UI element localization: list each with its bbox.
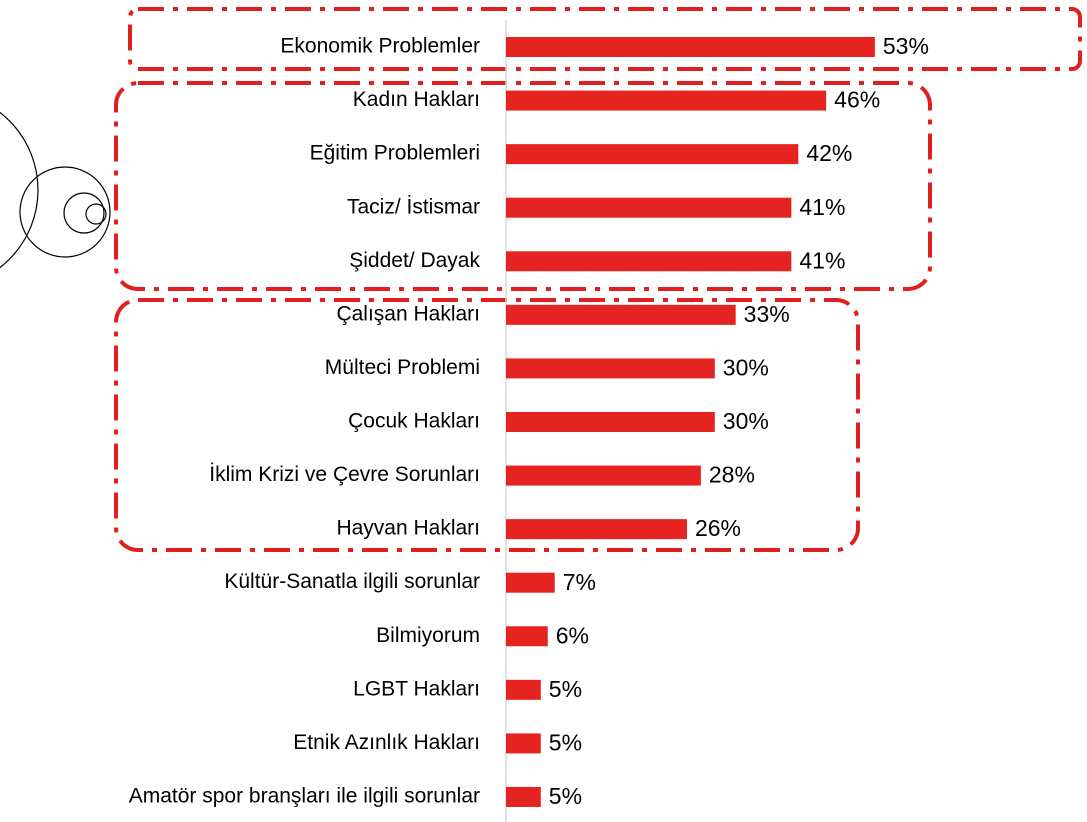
value-label: 26% [695, 515, 741, 541]
y-tick-label: Hayvan Hakları [336, 517, 480, 540]
circle [85, 203, 107, 225]
value-label: 5% [549, 729, 582, 755]
bar [506, 251, 792, 272]
bar [506, 679, 541, 700]
value-label: 53% [883, 33, 929, 59]
y-tick-label: Şiddet/ Dayak [349, 249, 480, 272]
bar [506, 519, 687, 540]
y-tick-label: Eğitim Problemleri [310, 142, 480, 165]
bar [506, 37, 875, 57]
bar [506, 733, 541, 754]
bar [506, 465, 701, 486]
value-label: 30% [723, 408, 769, 434]
circle [63, 192, 105, 234]
bar [506, 197, 792, 218]
y-tick-label: Taciz/ İstismar [347, 195, 480, 218]
y-tick-label: Bilmiyorum [376, 624, 480, 647]
y-tick-label: Kadın Hakları [353, 88, 480, 111]
bar [506, 626, 548, 647]
circle [19, 166, 111, 258]
y-tick-label: İklim Krizi ve Çevre Sorunları [209, 463, 480, 486]
y-tick-label: Çalışan Hakları [336, 302, 480, 325]
value-label: 5% [549, 783, 582, 809]
value-label: 6% [556, 622, 589, 648]
decoration [0, 111, 111, 269]
bar [506, 144, 799, 165]
y-tick-label: LGBT Hakları [353, 677, 480, 700]
bar [506, 572, 555, 593]
highlight-box [114, 81, 932, 291]
value-label: 28% [709, 462, 755, 488]
highlight-box [128, 7, 1082, 71]
value-label: 7% [563, 569, 596, 595]
value-label: 41% [799, 194, 845, 220]
value-label: 41% [799, 247, 845, 273]
bar [506, 358, 715, 379]
value-label: 30% [723, 354, 769, 380]
value-label: 33% [744, 301, 790, 327]
circle [0, 111, 39, 269]
y-tick-label: Ekonomik Problemler [280, 35, 480, 58]
y-tick-label: Amatör spor branşları ile ilgili sorunla… [129, 785, 480, 808]
y-tick-label: Etnik Azınlık Hakları [293, 731, 480, 754]
value-label: 5% [549, 676, 582, 702]
value-label: 42% [806, 140, 852, 166]
highlight-box [114, 298, 860, 552]
y-tick-label: Çocuk Hakları [348, 410, 480, 433]
y-tick-label: Kültür-Sanatla ilgili sorunlar [224, 570, 480, 593]
bar [506, 304, 736, 325]
y-tick-label: Mülteci Problemi [325, 356, 480, 379]
bar [506, 411, 715, 432]
highlight-boxes [114, 7, 1082, 552]
bar [506, 90, 827, 111]
value-label: 46% [834, 87, 880, 113]
bar [506, 786, 541, 807]
